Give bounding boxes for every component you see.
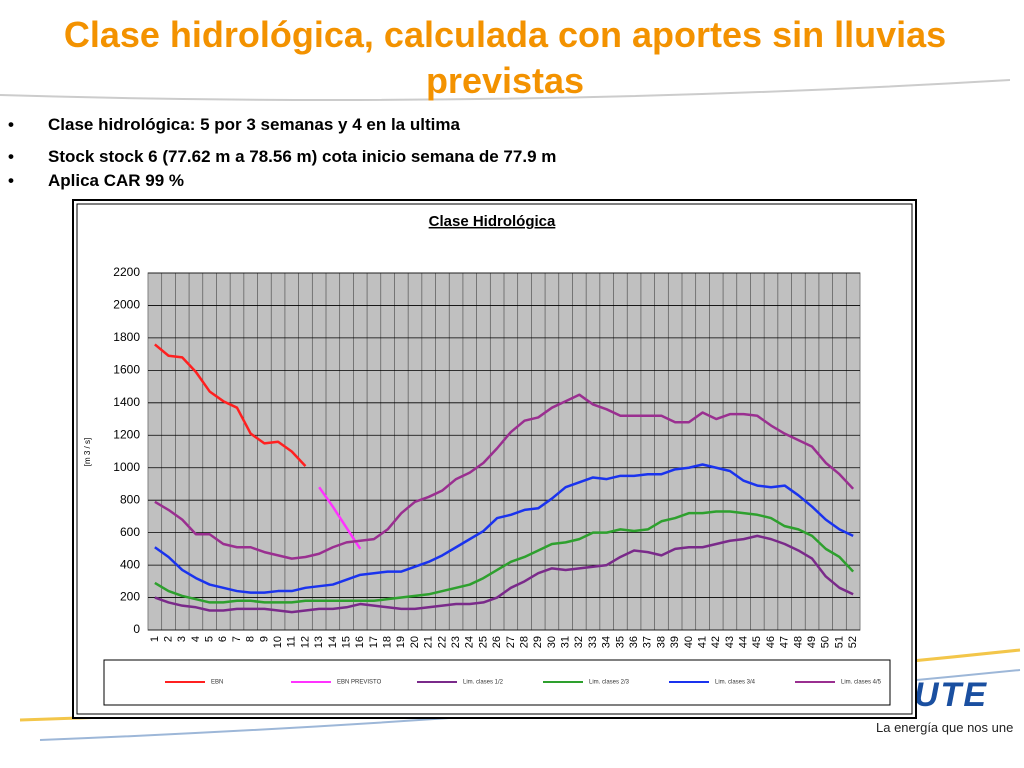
x-tick-label: 4 bbox=[190, 636, 202, 642]
y-axis-label: [m 3 / s] bbox=[83, 438, 92, 466]
x-tick-label: 17 bbox=[368, 636, 380, 648]
y-tick-label: 0 bbox=[133, 622, 140, 636]
legend-label: Lim. clases 2/3 bbox=[589, 680, 630, 686]
swoosh bbox=[0, 79, 1011, 101]
x-tick-label: 11 bbox=[286, 636, 298, 647]
x-tick-label: 23 bbox=[450, 636, 462, 648]
x-tick-label: 12 bbox=[299, 636, 311, 648]
legend-label: Lim. clases 1/2 bbox=[463, 680, 504, 686]
y-tick-label: 1200 bbox=[113, 427, 140, 441]
series-line bbox=[154, 463, 854, 594]
x-tick-label: 34 bbox=[601, 636, 613, 648]
y-tick-label: 1600 bbox=[113, 363, 140, 377]
bullet: • Aplica CAR 99 % bbox=[8, 171, 185, 190]
x-tick-label: 3 bbox=[176, 636, 188, 642]
y-tick-label: 2200 bbox=[113, 265, 140, 279]
x-tick-label: 26 bbox=[491, 636, 503, 648]
x-tick-label: 49 bbox=[806, 636, 818, 648]
x-tick-label: 24 bbox=[464, 636, 476, 648]
legend-label: Lim. clases 4/5 bbox=[841, 680, 882, 686]
x-tick-label: 22 bbox=[436, 636, 448, 648]
series-line bbox=[154, 510, 855, 604]
y-tick-label: 1000 bbox=[113, 460, 140, 474]
x-tick-label: 6 bbox=[217, 636, 229, 642]
x-tick-label: 8 bbox=[245, 636, 257, 642]
bullet-text: Clase hidrológica: 5 por 3 semanas y 4 e… bbox=[48, 115, 460, 134]
x-tick-label: 9 bbox=[258, 636, 270, 642]
x-tick-label: 38 bbox=[655, 636, 667, 648]
x-tick-label: 30 bbox=[546, 636, 558, 648]
x-tick-label: 20 bbox=[409, 636, 421, 648]
x-tick-label: 41 bbox=[696, 636, 708, 648]
x-tick-label: 18 bbox=[382, 636, 394, 648]
y-tick-label: 800 bbox=[120, 492, 140, 506]
x-tick-label: 33 bbox=[587, 636, 599, 648]
y-tick-label: 2000 bbox=[113, 298, 140, 312]
x-tick-label: 19 bbox=[395, 636, 407, 648]
x-tick-label: 46 bbox=[765, 636, 777, 648]
x-tick-label: 51 bbox=[833, 636, 845, 648]
bullet-text: Aplica CAR 99 % bbox=[48, 171, 185, 190]
x-tick-label: 2 bbox=[162, 636, 174, 642]
series-line bbox=[154, 343, 307, 467]
x-tick-label: 16 bbox=[354, 636, 366, 648]
x-tick-label: 35 bbox=[614, 636, 626, 648]
x-tick-label: 29 bbox=[532, 636, 544, 648]
title: Clase hidrológica, calculada con aportes… bbox=[63, 14, 947, 101]
chart-frame bbox=[76, 203, 913, 715]
x-tick-label: 43 bbox=[724, 636, 736, 648]
x-tick-label: 45 bbox=[751, 636, 763, 648]
legend-label: Lim. clases 3/4 bbox=[715, 680, 756, 686]
x-tick-label: 32 bbox=[573, 636, 585, 648]
x-tick-label: 37 bbox=[642, 636, 654, 648]
x-tick-label: 36 bbox=[628, 636, 640, 648]
chart-title: Clase Hidrológica bbox=[429, 213, 556, 230]
series-line bbox=[318, 486, 362, 550]
x-tick-label: 44 bbox=[738, 636, 750, 648]
x-tick-label: 31 bbox=[560, 636, 572, 648]
tagline: La energía que nos une bbox=[876, 720, 1014, 735]
y-tick-label: 200 bbox=[120, 590, 140, 604]
bullet-text: Stock stock 6 (77.62 m a 78.56 m) cota i… bbox=[48, 147, 557, 166]
y-tick-label: 600 bbox=[120, 525, 140, 539]
y-tick-label: 1800 bbox=[113, 330, 140, 344]
x-tick-label: 48 bbox=[792, 636, 804, 648]
x-tick-label: 50 bbox=[820, 636, 832, 648]
legend-label: EBN bbox=[211, 680, 223, 686]
x-tick-label: 25 bbox=[477, 636, 489, 648]
legend-box bbox=[103, 659, 891, 706]
series-line bbox=[154, 534, 854, 614]
series-line bbox=[154, 393, 855, 560]
x-tick-label: 14 bbox=[327, 636, 339, 648]
logo: UTE bbox=[914, 676, 988, 714]
x-tick-label: 52 bbox=[847, 636, 859, 648]
x-tick-label: 40 bbox=[683, 636, 695, 648]
x-tick-label: 10 bbox=[272, 636, 284, 648]
y-tick-label: 1400 bbox=[113, 395, 140, 409]
bullet: • Stock stock 6 (77.62 m a 78.56 m) cota … bbox=[8, 147, 557, 166]
x-tick-label: 39 bbox=[669, 636, 681, 648]
x-tick-label: 28 bbox=[518, 636, 530, 648]
legend-label: EBN PREVISTO bbox=[337, 680, 382, 686]
x-tick-label: 7 bbox=[231, 636, 243, 642]
x-tick-label: 1 bbox=[149, 636, 161, 642]
x-tick-label: 27 bbox=[505, 636, 517, 648]
bullet: • Clase hidrológica: 5 por 3 semanas y 4 … bbox=[8, 115, 460, 134]
x-tick-label: 42 bbox=[710, 636, 722, 648]
x-tick-label: 47 bbox=[779, 636, 791, 648]
x-tick-label: 15 bbox=[340, 636, 352, 648]
x-tick-label: 13 bbox=[313, 636, 325, 648]
x-tick-label: 5 bbox=[204, 636, 216, 642]
x-tick-label: 21 bbox=[423, 636, 435, 648]
y-tick-label: 400 bbox=[120, 557, 140, 571]
